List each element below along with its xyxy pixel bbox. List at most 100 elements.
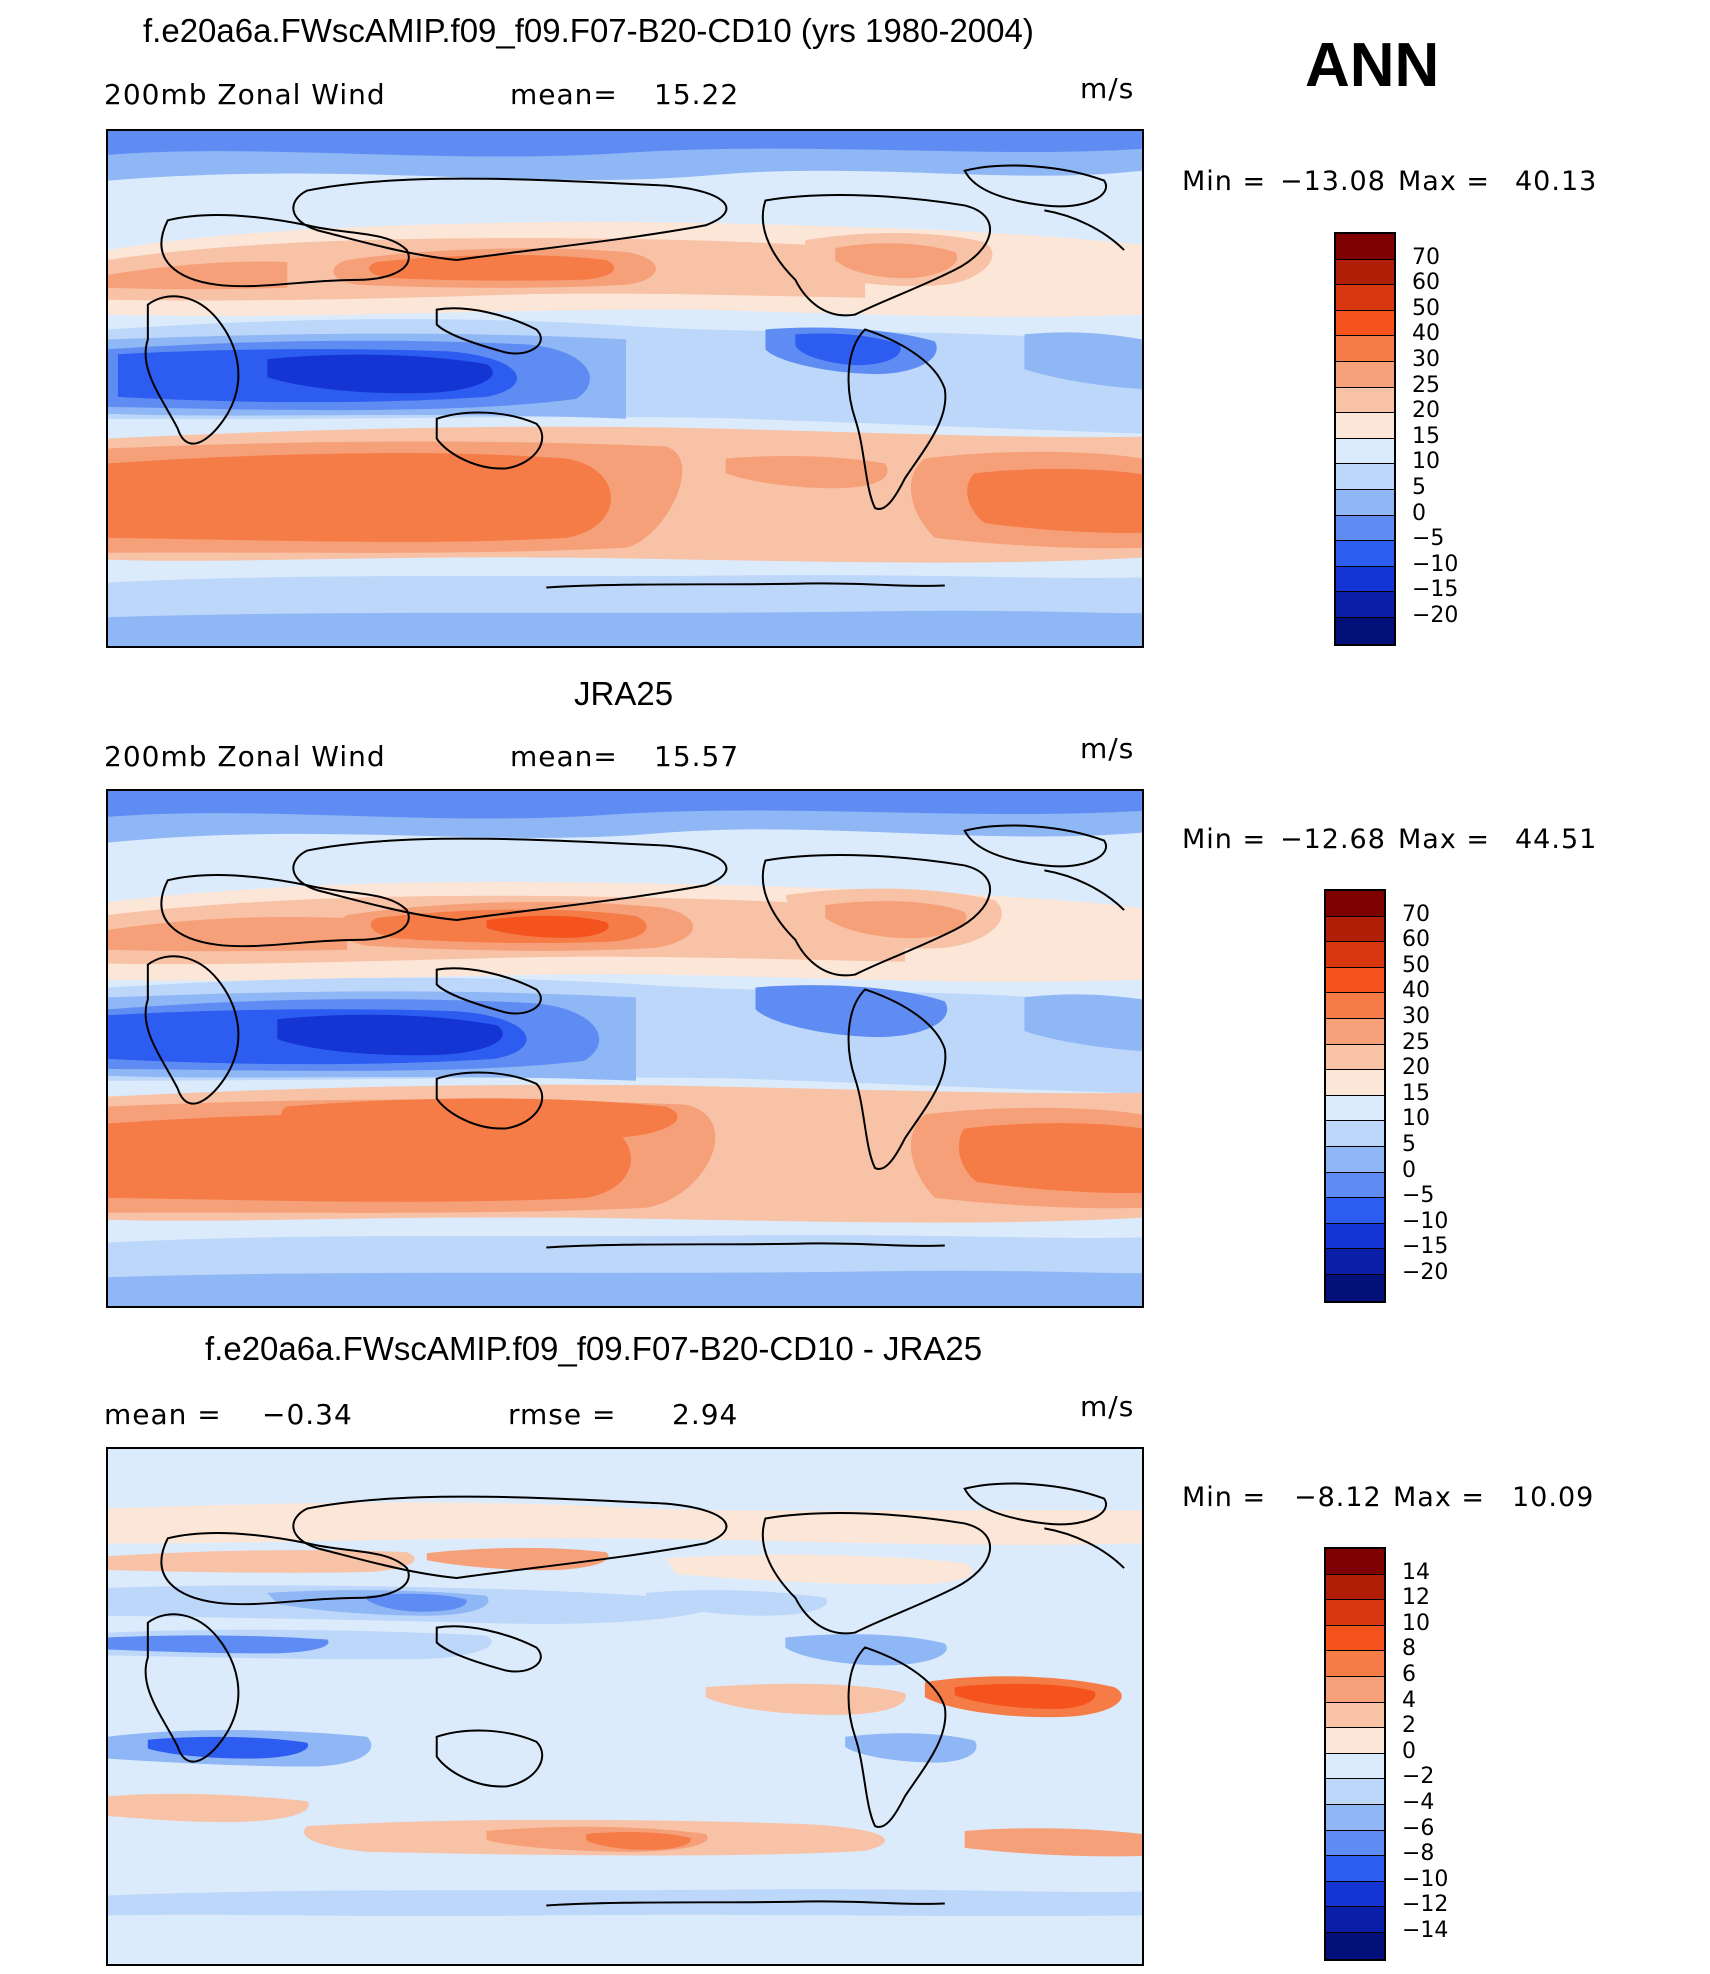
colorbar-tick-label: −5 [1402,1183,1435,1209]
colorbar-swatch [1326,891,1384,917]
panel3-rmse-label: rmse = [508,1398,617,1431]
colorbar-swatch [1336,387,1394,414]
panel1-variable: 200mb Zonal Wind [104,78,386,111]
colorbar-tick-label: 15 [1412,423,1440,449]
colorbar-swatch [1326,1625,1384,1652]
colorbar-tick-label: 50 [1412,295,1440,321]
colorbar-swatch [1326,1018,1384,1045]
colorbar-tick-label: −20 [1412,603,1459,628]
colorbar-swatch [1326,1830,1384,1857]
colorbar-tick-label: −4 [1402,1790,1435,1815]
panel3-map [106,1447,1144,1966]
colorbar-swatch [1326,1676,1384,1703]
colorbar-swatch [1326,1121,1384,1147]
colorbar-tick-label: −5 [1412,526,1445,552]
panel3-min-value: −8.12 [1294,1482,1382,1513]
colorbar-swatch [1336,259,1394,286]
colorbar-swatch [1336,438,1394,465]
colorbar-tick-label: −15 [1412,577,1459,603]
colorbar-swatch [1326,1856,1384,1882]
colorbar-tick-label: 25 [1412,372,1440,398]
colorbar-swatch [1326,1223,1384,1250]
colorbar-tick-label: 4 [1402,1687,1416,1713]
colorbar-swatch [1336,515,1394,542]
colorbar-tick-label: 0 [1402,1738,1416,1764]
colorbar-swatch [1326,1249,1384,1275]
colorbar-swatch [1326,1044,1384,1071]
colorbar-tick-label: 0 [1412,500,1426,526]
colorbar-tick-label: 60 [1412,270,1440,296]
colorbar-swatch [1336,592,1394,618]
panel1-min-value: −13.08 [1280,166,1386,197]
colorbar-swatch [1326,1274,1384,1301]
colorbar-swatch [1326,942,1384,968]
colorbar-swatch [1336,489,1394,516]
colorbar-swatch [1336,310,1394,337]
colorbar-tick-label: 10 [1402,1610,1430,1636]
colorbar-tick-label: −10 [1402,1208,1449,1234]
colorbar-swatch [1326,1574,1384,1601]
colorbar-swatch [1336,617,1394,644]
colorbar-swatch [1326,1881,1384,1908]
panel2-variable: 200mb Zonal Wind [104,740,386,773]
panel1-mean-label: mean= [510,78,618,111]
colorbar-swatch [1326,1146,1384,1173]
colorbar-swatch [1326,993,1384,1019]
panel3-max-value: 10.09 [1512,1482,1595,1513]
colorbar-swatch [1336,541,1394,567]
panel3-title: f.e20a6a.FWscAMIP.f09_f09.F07-B20-CD10 -… [205,1330,983,1367]
colorbar-tick-label: 5 [1402,1132,1416,1157]
panel2-map [106,789,1144,1308]
panel2-mean-value: 15.57 [654,740,740,773]
panel1-mean-value: 15.22 [654,78,740,111]
colorbar-swatch [1326,1651,1384,1677]
colorbar-swatch [1336,361,1394,388]
panel2-title: JRA25 [574,675,674,712]
panel3-max-label: Max = [1393,1482,1486,1513]
colorbar-tick-label: 5 [1412,475,1426,500]
colorbar-tick-label: 14 [1402,1559,1430,1585]
colorbar-swatch [1336,285,1394,311]
colorbar-swatch [1326,1728,1384,1754]
colorbar-swatch [1336,413,1394,439]
colorbar-tick-label: −8 [1402,1841,1435,1867]
colorbar-tick-label: −15 [1402,1234,1449,1260]
colorbar-tick-label: 70 [1412,244,1440,270]
colorbar-tick-label: −2 [1402,1764,1435,1790]
colorbar-swatch [1336,336,1394,362]
panel3-mean-label: mean = [104,1398,222,1431]
panel2-min-value: −12.68 [1280,824,1386,855]
colorbar-swatch [1326,1779,1384,1805]
colorbar-tick-label: −12 [1402,1892,1449,1918]
colorbar-swatch [1326,1095,1384,1122]
panel1-min-label: Min = [1182,166,1267,197]
colorbar-swatch [1326,1702,1384,1729]
colorbar-swatch [1336,464,1394,490]
panel3-mean-value: −0.34 [262,1398,353,1431]
colorbar-tick-label: 10 [1402,1106,1430,1132]
panel2-colorbar [1324,889,1386,1303]
panel1-map [106,129,1144,648]
colorbar-swatch [1326,1549,1384,1575]
colorbar-tick-label: 50 [1402,952,1430,978]
colorbar-swatch [1326,1907,1384,1933]
colorbar-swatch [1326,1172,1384,1199]
panel2-units: m/s [1080,732,1135,765]
colorbar-swatch [1326,967,1384,994]
colorbar-swatch [1336,234,1394,260]
colorbar-tick-label: −10 [1412,551,1459,577]
panel1-colorbar [1334,232,1396,646]
panel3-units: m/s [1080,1390,1135,1423]
colorbar-swatch [1336,566,1394,593]
colorbar-tick-label: 30 [1412,347,1440,372]
colorbar-tick-label: 30 [1402,1004,1430,1029]
colorbar-swatch [1326,1804,1384,1831]
colorbar-swatch [1326,1600,1384,1626]
colorbar-tick-label: −14 [1402,1918,1449,1943]
colorbar-tick-label: 40 [1402,978,1430,1004]
colorbar-tick-label: 40 [1412,321,1440,347]
colorbar-tick-label: −10 [1402,1866,1449,1892]
colorbar-tick-label: 0 [1402,1157,1416,1183]
colorbar-tick-label: 60 [1402,927,1430,953]
colorbar-swatch [1326,1932,1384,1959]
